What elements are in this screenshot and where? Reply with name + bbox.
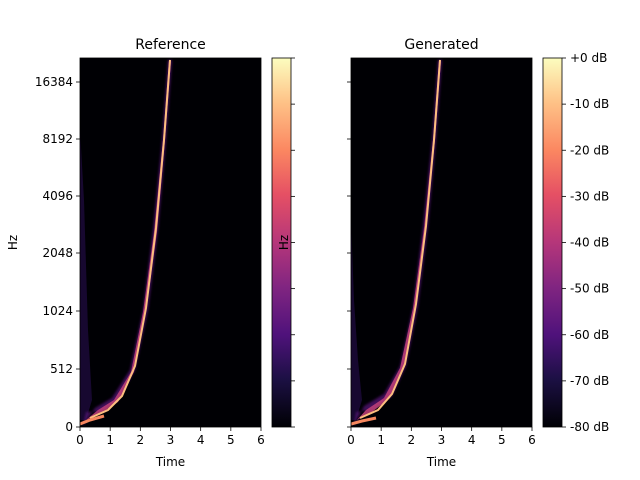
reference-x-tick-label: 5 [227,433,235,447]
generated-x-tick-label: 4 [468,433,476,447]
generated-colorbar-tick-label: -80 dB [570,420,609,434]
generated-x-tick-label: 1 [377,433,385,447]
generated-colorbar-ticks: +0 dB -10 dB -20 dB -30 dB -40 dB -50 dB -60 d… [562,51,609,434]
reference-spectrogram-bg [80,58,261,427]
reference-sweep [80,59,172,426]
reference-title: Reference [135,37,206,53]
reference-colorbar-ticks [291,57,295,428]
reference-xlabel: Time [155,455,185,469]
reference-panel: Reference 0 1 2 3 4 5 6 0 512 1024 2048 4096 8192 16… [6,37,295,469]
generated-colorbar-tick-label: -60 dB [570,328,609,342]
generated-colorbar-tick-label: -30 dB [570,189,609,203]
reference-colorbar-label: Hz [277,235,291,250]
reference-x-ticks: 0 1 2 3 4 5 6 [76,427,265,447]
reference-y-tick-label: 1024 [42,304,73,318]
reference-x-tick-label: 0 [76,433,84,447]
reference-y-tick-label: 2048 [42,246,73,260]
generated-x-tick-label: 5 [498,433,506,447]
generated-xlabel: Time [426,455,456,469]
reference-y-tick-label: 8192 [42,132,73,146]
generated-x-ticks: 0 1 2 3 4 5 6 [347,427,536,447]
generated-colorbar-tick-label: +0 dB [570,51,607,65]
generated-colorbar [542,57,563,428]
generated-sweep [351,59,442,426]
generated-colorbar-tick-label: -20 dB [570,143,609,157]
generated-x-tick-label: 0 [347,433,355,447]
generated-panel: Generated 0 1 2 3 4 5 6 Time +0 dB -10 dB -20 dB… [347,37,609,469]
generated-colorbar-tick-label: -50 dB [570,282,609,296]
reference-x-tick-label: 4 [197,433,205,447]
generated-y-ticks [347,81,351,428]
reference-x-tick-label: 3 [167,433,175,447]
generated-x-tick-label: 6 [528,433,536,447]
reference-y-tick-label: 0 [65,420,73,434]
reference-x-tick-label: 1 [106,433,114,447]
reference-y-tick-label: 16384 [35,75,73,89]
generated-colorbar-tick-label: -40 dB [570,236,609,250]
reference-x-tick-label: 2 [137,433,145,447]
reference-ylabel: Hz [6,235,20,250]
reference-x-tick-label: 6 [257,433,265,447]
generated-colorbar-tick-label: -10 dB [570,97,609,111]
generated-x-tick-label: 3 [438,433,446,447]
reference-y-ticks: 0 512 1024 2048 4096 8192 16384 [35,75,80,434]
reference-y-tick-label: 4096 [42,189,73,203]
generated-x-tick-label: 2 [408,433,416,447]
generated-spectrogram-bg [351,58,532,427]
reference-y-tick-label: 512 [50,362,73,376]
generated-colorbar-tick-label: -70 dB [570,374,609,388]
generated-title: Generated [404,37,478,53]
